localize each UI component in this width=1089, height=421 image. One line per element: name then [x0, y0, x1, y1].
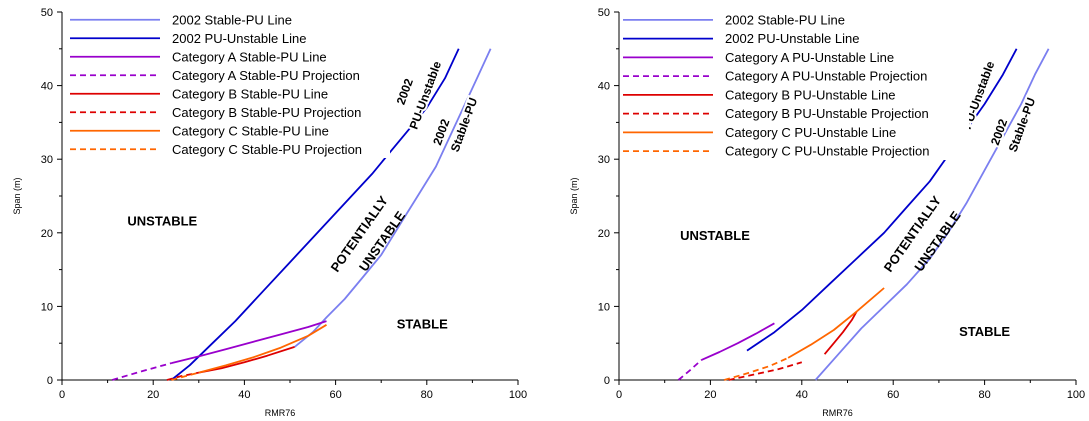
x-tick-label: 100 [1067, 389, 1085, 401]
legend-box [621, 10, 969, 160]
y-axis-title: Span (m) [569, 177, 579, 214]
legend-label: 2002 Stable-PU Line [172, 12, 292, 27]
x-tick-label: 0 [616, 389, 622, 401]
series-line [728, 361, 803, 381]
legend-label: Category A PU-Unstable Projection [725, 69, 927, 84]
series-line [823, 311, 858, 355]
y-tick-label: 10 [41, 301, 53, 313]
legend-label: Category B PU-Unstable Line [725, 87, 896, 102]
x-tick-label: 60 [887, 389, 899, 401]
y-tick-label: 30 [598, 154, 610, 166]
legend-label: Category C PU-Unstable Line [725, 125, 896, 140]
series-line [746, 48, 1018, 352]
chart-panel-2: 0 20 40 60 80 100 0 10 20 30 40 50 RMR76 Span (m) UNST… [569, 7, 1085, 418]
y-tick-label: 20 [41, 228, 53, 240]
x-tick-label: 40 [238, 389, 250, 401]
series-line [787, 287, 885, 359]
legend-label: 2002 Stable-PU Line [725, 12, 845, 27]
x-tick-label: 80 [978, 389, 990, 401]
legend-box [68, 10, 390, 158]
x-tick-label: 100 [509, 389, 527, 401]
region-label: UNSTABLE [127, 213, 197, 228]
legend-label: 2002 PU-Unstable Line [725, 31, 859, 46]
x-tick-label: 60 [329, 389, 341, 401]
series-line [198, 324, 327, 374]
x-tick-label: 40 [796, 389, 808, 401]
region-label: STABLE [397, 316, 448, 331]
series-line [166, 371, 199, 381]
y-tick-label: 0 [604, 375, 610, 387]
y-tick-label: 20 [598, 228, 610, 240]
y-tick-label: 10 [598, 301, 610, 313]
x-tick-label: 80 [421, 389, 433, 401]
curve-label: Stable-PU [448, 96, 481, 154]
region-label: STABLE [959, 324, 1010, 339]
series-line [723, 357, 789, 381]
x-axis-title: RMR76 [822, 408, 853, 418]
curve-label: 2002 [394, 76, 416, 106]
chart-panel-1: 0 20 40 60 80 100 0 10 20 30 40 50 RMR76 Span (m) UNST… [12, 7, 527, 418]
legend-label: Category B PU-Unstable Projection [725, 106, 929, 121]
series-line [700, 322, 775, 361]
legend-label: Category B Stable-PU Line [172, 86, 328, 101]
y-tick-label: 40 [41, 81, 53, 93]
legend-label: Category A Stable-PU Projection [172, 68, 360, 83]
series-line [171, 371, 200, 381]
y-tick-label: 30 [41, 154, 53, 166]
x-tick-label: 0 [59, 389, 65, 401]
legend-label: 2002 PU-Unstable Line [172, 31, 306, 46]
legend-label: Category A Stable-PU Line [172, 49, 327, 64]
series-line [111, 362, 172, 381]
series-line [677, 359, 702, 381]
y-tick-label: 50 [598, 7, 610, 19]
y-tick-label: 0 [47, 375, 53, 387]
series-line [170, 48, 460, 381]
legend-label: Category C PU-Unstable Projection [725, 144, 929, 159]
region-label: UNSTABLE [680, 228, 750, 243]
legend-label: Category C Stable-PU Projection [172, 142, 362, 157]
series-line [198, 346, 295, 374]
legend: 2002 Stable-PU Line 2002 PU-Unstable Line… [621, 10, 969, 160]
legend-label: Category B Stable-PU Projection [172, 105, 361, 120]
series-line [814, 48, 1050, 381]
series-line [294, 48, 492, 348]
legend-label: Category C Stable-PU Line [172, 123, 329, 138]
y-tick-label: 40 [598, 81, 610, 93]
legend: 2002 Stable-PU Line 2002 PU-Unstable Line… [68, 10, 390, 158]
y-axis-title: Span (m) [12, 177, 22, 214]
x-axis-title: RMR76 [265, 408, 296, 418]
legend-label: Category A PU-Unstable Line [725, 50, 894, 65]
x-tick-label: 20 [704, 389, 716, 401]
y-tick-label: 50 [41, 7, 53, 19]
series-line [171, 320, 327, 364]
x-tick-label: 20 [147, 389, 159, 401]
